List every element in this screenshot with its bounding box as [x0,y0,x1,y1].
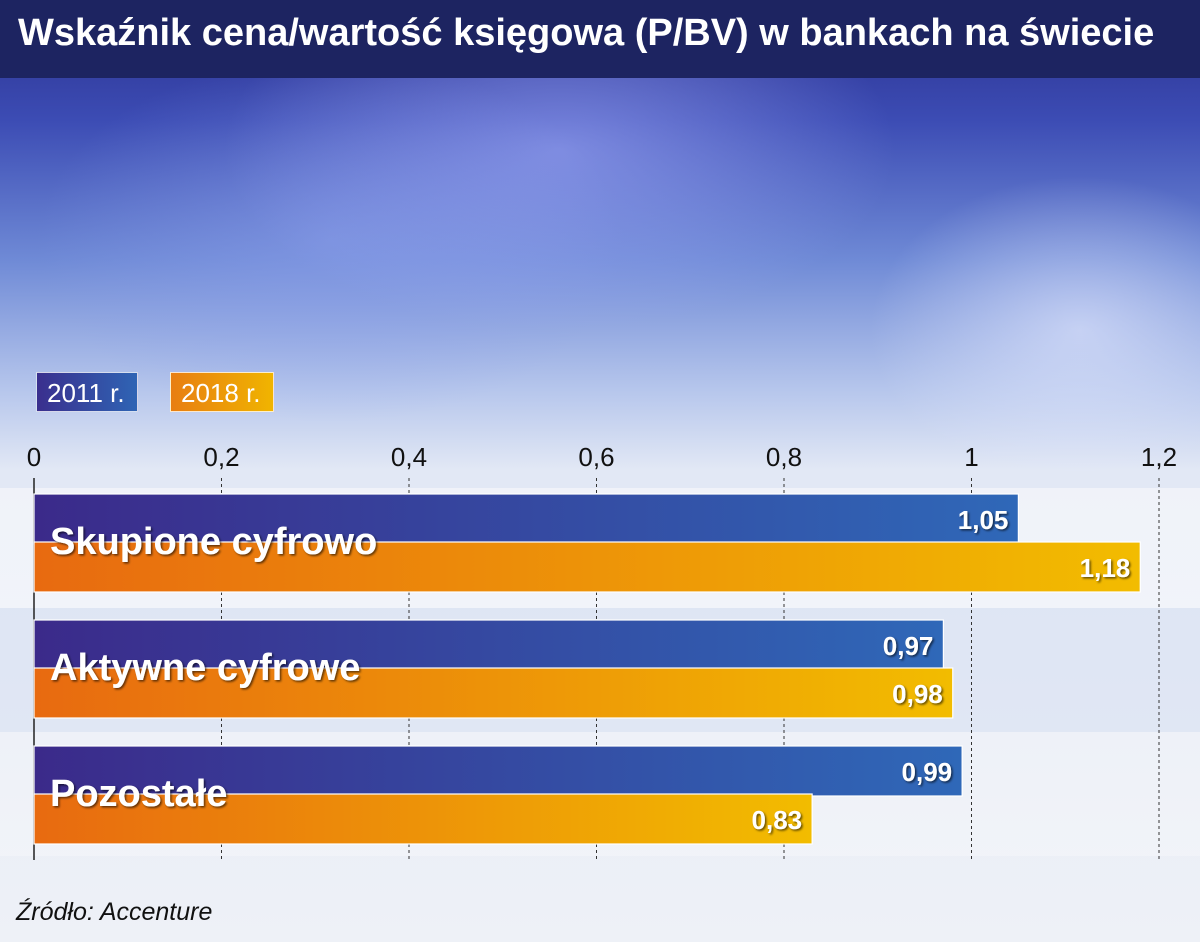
x-tick-label: 0,6 [578,442,614,472]
bar-value-label: 1,18 [1080,553,1131,583]
x-tick-label: 0 [27,442,41,472]
bar-value-label: 0,97 [883,631,934,661]
bar-value-label: 0,98 [892,679,943,709]
x-tick-label: 1 [964,442,978,472]
category-label: Aktywne cyfrowe [50,647,360,689]
category-label: Pozostałe [50,773,227,815]
legend-item-2018: 2018 r. [170,372,274,412]
legend-item-2011: 2011 r. [36,372,138,412]
bar-value-label: 0,99 [902,757,953,787]
bar-2011 [33,745,963,797]
bar-2018 [33,793,813,845]
x-tick-label: 0,2 [203,442,239,472]
bar-2018 [33,541,1141,593]
source-note: Źródło: Accenture [16,898,213,926]
bar-2011 [33,493,1019,545]
bar-2018 [33,667,954,719]
bar-value-label: 0,83 [752,805,803,835]
bar-2011 [33,619,944,671]
x-tick-label: 0,8 [766,442,802,472]
chart-title: Wskaźnik cena/wartość księgowa (P/BV) w … [18,12,1155,54]
x-tick-label: 0,4 [391,442,427,472]
x-tick-label: 1,2 [1141,442,1177,472]
title-bar: Wskaźnik cena/wartość księgowa (P/BV) w … [0,0,1200,78]
bar-value-label: 1,05 [958,505,1009,535]
category-label: Skupione cyfrowo [50,521,377,563]
